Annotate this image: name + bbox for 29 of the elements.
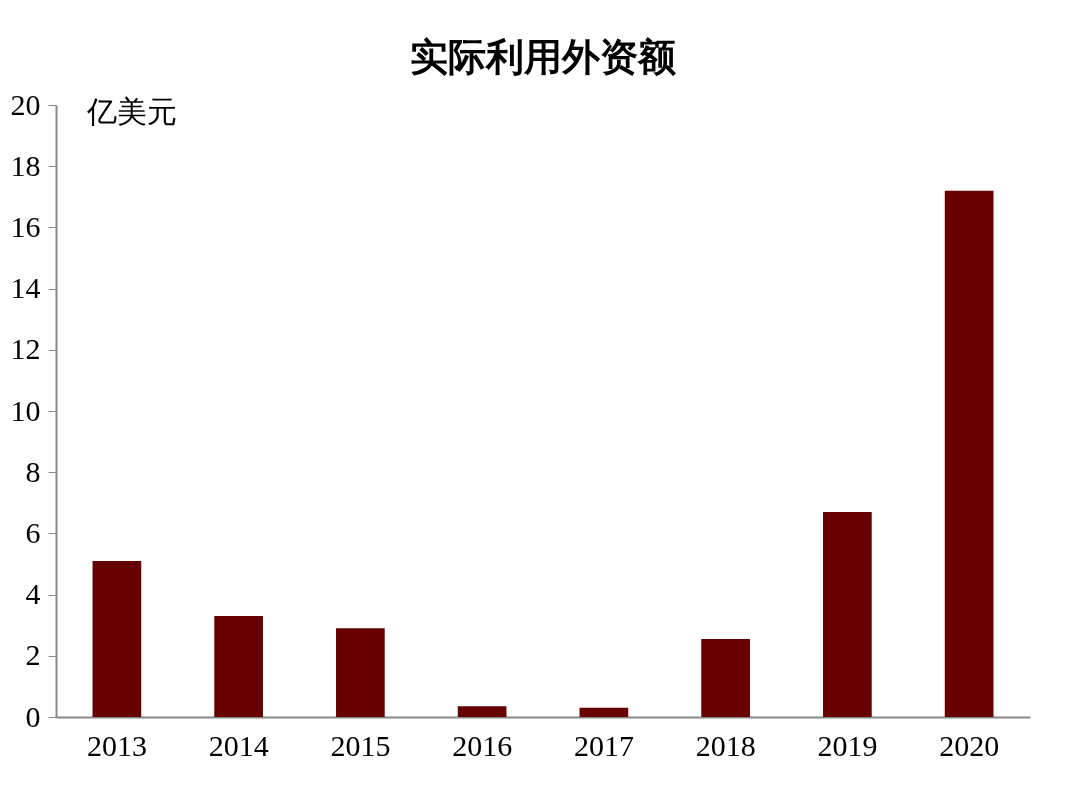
x-tick-label: 2019: [817, 728, 878, 762]
x-tick-label: 2014: [208, 728, 269, 762]
y-tick-label: 8: [25, 454, 41, 488]
bar: [92, 560, 142, 717]
bar: [944, 190, 994, 717]
x-tick-label: 2015: [330, 728, 391, 762]
x-tick-label: 2018: [695, 728, 756, 762]
x-tick-label: 2017: [573, 728, 634, 762]
y-tick-label: 16: [10, 209, 41, 243]
y-tick-label: 4: [25, 577, 41, 611]
y-tick-label: 12: [10, 332, 41, 366]
y-tick-label: 2: [25, 638, 41, 672]
bar: [701, 638, 750, 717]
x-tick-label: 2016: [452, 728, 513, 762]
bar: [823, 511, 872, 717]
y-tick-label: 10: [10, 393, 41, 427]
y-tick-label: 14: [10, 271, 41, 305]
bar: [579, 707, 629, 717]
bar: [336, 628, 385, 717]
x-tick-label: 2020: [939, 728, 1000, 762]
y-tick-label: 18: [10, 148, 41, 182]
bar: [457, 706, 507, 717]
chart-title: 实际利用外资额: [410, 36, 676, 78]
y-tick-label: 20: [10, 87, 41, 121]
y-tick-label: 6: [25, 515, 41, 549]
y-tick-label: 0: [25, 699, 41, 733]
x-tick-label: 2013: [86, 728, 147, 762]
bar: [214, 616, 263, 717]
y-axis-title: 亿美元: [85, 94, 177, 128]
